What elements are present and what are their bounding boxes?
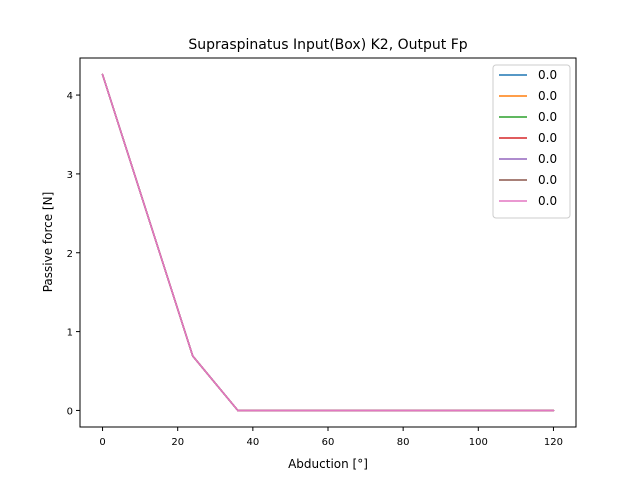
legend-label: 0.0	[538, 173, 557, 187]
data-point	[552, 409, 555, 412]
x-tick-label: 0	[99, 437, 105, 448]
legend: 0.0 0.0 0.0 0.0 0.0 0.0 0.0	[492, 64, 571, 219]
y-tick-label: 4	[67, 91, 73, 102]
x-tick-label: 120	[544, 437, 563, 448]
legend-label: 0.0	[538, 131, 557, 145]
x-tick-label: 80	[397, 437, 410, 448]
data-point	[237, 409, 239, 412]
legend-label: 0.0	[538, 194, 557, 208]
data-point	[101, 73, 104, 76]
legend-label: 0.0	[538, 68, 557, 82]
y-tick-label: 1	[67, 328, 73, 339]
series-line-6	[101, 74, 554, 412]
y-tick-label: 2	[67, 249, 73, 260]
x-tick-label: 100	[469, 437, 488, 448]
x-tick-label: 60	[322, 437, 335, 448]
y-axis-label: Passive force [N]	[41, 192, 55, 293]
x-tick-label: 40	[246, 437, 259, 448]
plot-area	[101, 73, 555, 412]
chart-title: Supraspinatus Input(Box) K2, Output Fp	[188, 37, 467, 53]
y-tick-label: 3	[67, 170, 73, 181]
y-tick-label: 0	[67, 406, 73, 417]
x-tick-label: 20	[171, 437, 184, 448]
legend-label: 0.0	[538, 152, 557, 166]
legend-label: 0.0	[538, 110, 557, 124]
data-point	[191, 355, 194, 357]
x-axis-label: Abduction [°]	[288, 457, 368, 471]
legend-label: 0.0	[538, 89, 557, 103]
legend-box	[492, 64, 571, 219]
